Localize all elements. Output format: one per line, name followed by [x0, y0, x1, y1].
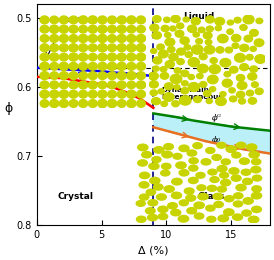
- Text: Glass: Glass: [198, 192, 225, 201]
- Text: Crystal: Crystal: [58, 192, 94, 201]
- X-axis label: Δ (%): Δ (%): [138, 246, 169, 256]
- Text: ϕₗ (Δ=0%): ϕₗ (Δ=0%): [52, 16, 92, 24]
- Text: Dynamically
heterogeneous: Dynamically heterogeneous: [161, 87, 223, 100]
- Text: Liquid: Liquid: [183, 12, 214, 21]
- Text: ϕᴳ: ϕᴳ: [212, 114, 222, 122]
- Y-axis label: ϕ: ϕ: [4, 102, 12, 115]
- Text: ϕₘ: ϕₘ: [52, 81, 63, 89]
- Text: ϕₗ: ϕₗ: [69, 44, 77, 52]
- Text: ϕ₀: ϕ₀: [212, 136, 221, 145]
